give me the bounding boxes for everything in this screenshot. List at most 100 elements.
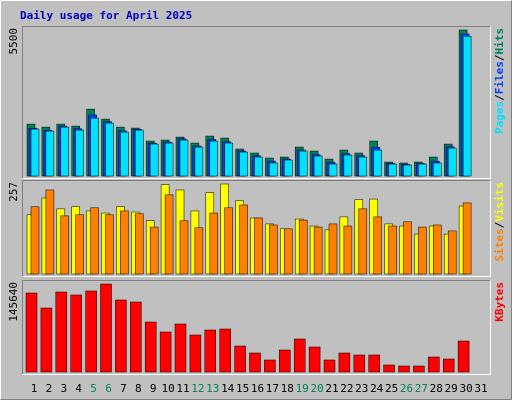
x-tick-label: 28	[430, 382, 443, 395]
bar	[293, 338, 306, 373]
bar	[358, 208, 368, 275]
x-tick-label: 10	[161, 382, 174, 395]
chart-title: Daily usage for April 2025	[20, 9, 192, 22]
bar	[433, 224, 442, 275]
bar	[90, 117, 99, 177]
bar	[234, 345, 246, 373]
x-tick-label: 1	[31, 382, 38, 395]
bar	[55, 291, 68, 373]
x-tick-label: 23	[355, 382, 368, 395]
bar	[249, 352, 261, 373]
bar	[328, 223, 338, 275]
bar	[70, 294, 82, 373]
bevel	[22, 26, 491, 179]
bar	[338, 352, 351, 373]
bar	[45, 189, 55, 275]
bar	[413, 365, 425, 373]
x-tick-label: 24	[370, 382, 384, 395]
bar	[75, 214, 84, 275]
y-tick-label: 257	[7, 182, 20, 202]
bevel	[22, 280, 491, 375]
bar	[398, 365, 410, 373]
legend-separator: /	[493, 94, 506, 101]
bar	[25, 292, 38, 373]
x-tick-label: 21	[325, 382, 338, 395]
bar	[457, 340, 470, 373]
bar	[105, 214, 114, 275]
bar	[254, 156, 263, 177]
bar	[120, 131, 129, 177]
bar	[313, 226, 323, 275]
bar	[30, 206, 40, 275]
bar	[368, 354, 380, 373]
bar	[224, 142, 233, 177]
bar	[189, 334, 202, 373]
x-tick-label: 7	[120, 382, 127, 395]
bevel	[22, 180, 491, 277]
legend: Sites/Visits	[493, 182, 506, 262]
bar	[383, 364, 395, 373]
bar	[279, 349, 291, 373]
bar	[219, 328, 231, 373]
legend: KBytes	[493, 282, 506, 322]
x-tick-label: 6	[105, 382, 112, 395]
bar	[418, 163, 427, 177]
bar	[105, 122, 114, 177]
bar	[209, 212, 219, 275]
bar	[269, 224, 278, 275]
x-tick-label: 22	[340, 382, 353, 395]
x-tick-label: 12	[191, 382, 204, 395]
bar	[144, 321, 157, 373]
bar	[284, 228, 293, 275]
bar	[298, 219, 308, 275]
bar	[194, 227, 204, 275]
bar	[164, 194, 174, 275]
bar	[179, 139, 189, 177]
x-tick-label: 5	[90, 382, 97, 395]
x-tick-label: 3	[60, 382, 67, 395]
bar	[323, 359, 336, 373]
bar	[130, 301, 142, 373]
x-tick-label: 13	[206, 382, 219, 395]
bar	[418, 226, 427, 275]
bar	[358, 156, 368, 177]
bar	[120, 210, 129, 275]
y-tick-label: 5500	[7, 28, 20, 55]
x-tick-label: 26	[400, 382, 413, 395]
x-tick-label: 16	[251, 382, 264, 395]
bar	[264, 359, 276, 373]
bevel	[22, 180, 491, 277]
bar	[100, 283, 112, 373]
legend-separator: /	[493, 221, 506, 228]
bar	[75, 129, 84, 177]
legend-entry: KBytes	[493, 282, 506, 322]
bar	[149, 226, 159, 275]
bar	[30, 128, 40, 177]
bar	[194, 146, 204, 177]
bar	[90, 207, 99, 275]
bar	[209, 140, 219, 177]
bar	[403, 221, 412, 275]
bar	[284, 159, 293, 177]
x-tick-label: 11	[176, 382, 189, 395]
legend-entry: Hits	[493, 28, 506, 55]
bar	[388, 225, 397, 275]
legend-entry: Visits	[493, 182, 506, 222]
bar	[428, 356, 440, 373]
x-tick-label: 20	[310, 382, 323, 395]
bar	[343, 154, 353, 177]
x-tick-label: 18	[281, 382, 294, 395]
bevel	[22, 280, 491, 375]
bar	[353, 354, 366, 373]
x-tick-label: 15	[236, 382, 249, 395]
x-tick-label: 4	[75, 382, 82, 395]
legend-entry: Pages	[493, 101, 506, 134]
bar	[313, 155, 323, 177]
bar	[135, 213, 144, 275]
bar	[373, 216, 382, 275]
x-tick-label: 29	[445, 382, 458, 395]
plot-area	[22, 26, 490, 178]
bar	[269, 162, 278, 177]
